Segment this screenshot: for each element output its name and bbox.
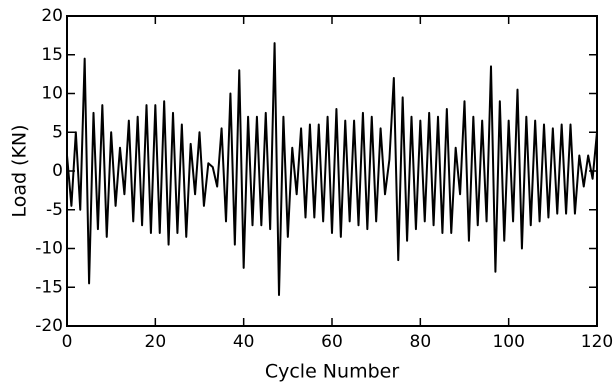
y-tick-label: -5 <box>46 200 63 220</box>
y-tick-label: -20 <box>35 316 63 336</box>
y-tick-label: 10 <box>41 84 63 104</box>
y-tick-label: 0 <box>52 161 63 181</box>
x-tick-label: 40 <box>233 332 255 352</box>
x-axis-label: Cycle Number <box>265 361 399 383</box>
y-tick-label: 20 <box>41 6 63 26</box>
y-tick-label: 5 <box>52 122 63 142</box>
data-line <box>66 42 598 296</box>
y-tick-label: -15 <box>35 277 63 297</box>
plot-frame <box>66 15 598 327</box>
x-tick-label: 100 <box>492 332 524 352</box>
y-axis-label: Load (KN) <box>9 124 31 217</box>
x-tick-label: 20 <box>145 332 167 352</box>
x-tick-label: 80 <box>410 332 432 352</box>
x-tick-label: 60 <box>321 332 343 352</box>
x-tick-label: 0 <box>62 332 73 352</box>
x-tick-label: 120 <box>581 332 613 352</box>
y-tick-label: 15 <box>41 45 63 65</box>
y-tick-label: -10 <box>35 239 63 259</box>
